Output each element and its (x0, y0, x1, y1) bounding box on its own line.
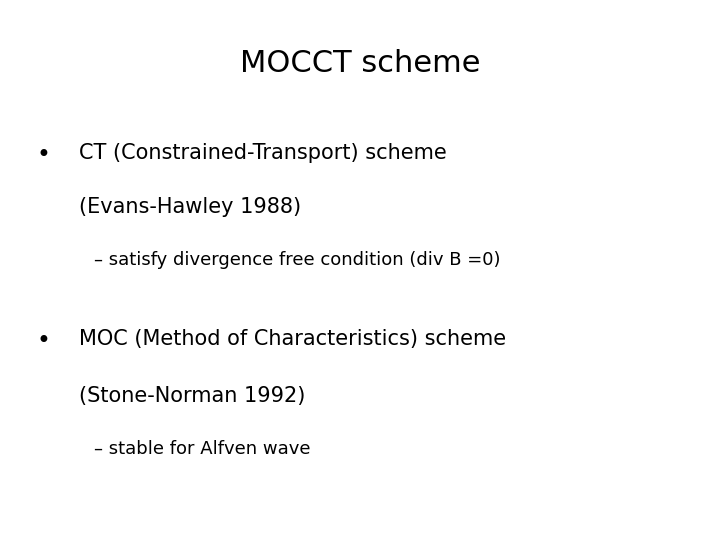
Text: – satisfy divergence free condition (div B =0): – satisfy divergence free condition (div… (94, 251, 500, 269)
Text: CT (Constrained-Transport) scheme: CT (Constrained-Transport) scheme (79, 143, 447, 163)
Text: (Stone-Norman 1992): (Stone-Norman 1992) (79, 386, 305, 406)
Text: MOC (Method of Characteristics) scheme: MOC (Method of Characteristics) scheme (79, 329, 506, 349)
Text: MOCCT scheme: MOCCT scheme (240, 49, 480, 78)
Text: •: • (36, 143, 50, 167)
Text: •: • (36, 329, 50, 353)
Text: (Evans-Hawley 1988): (Evans-Hawley 1988) (79, 197, 302, 217)
Text: – stable for Alfven wave: – stable for Alfven wave (94, 440, 310, 458)
